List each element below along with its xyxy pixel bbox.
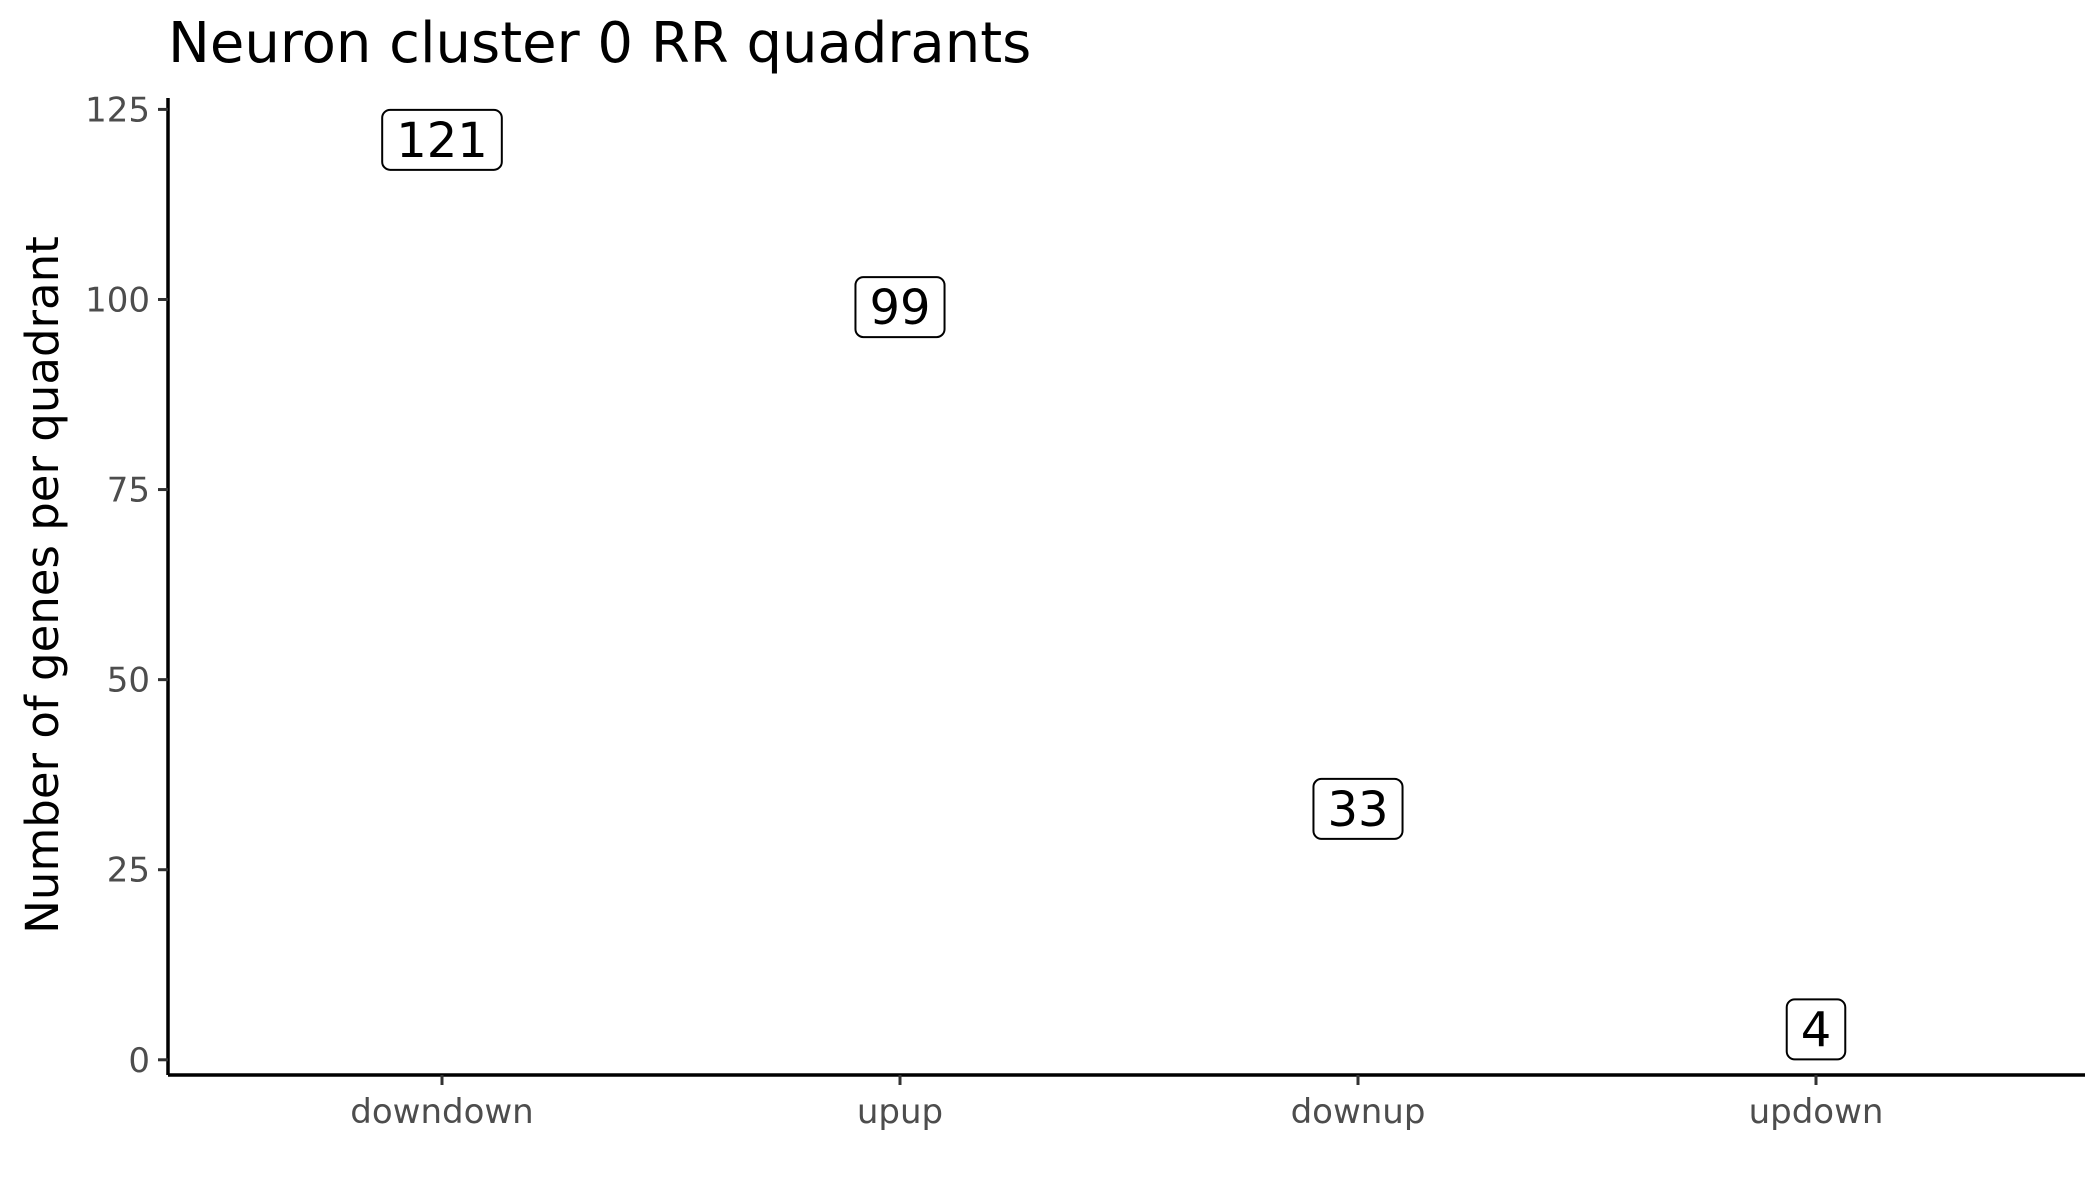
x-tick-label: updown xyxy=(1749,1092,1884,1132)
data-label-box xyxy=(1785,998,1847,1061)
x-tick-label: downup xyxy=(1291,1092,1426,1132)
data-label-box xyxy=(1312,777,1404,840)
y-tick-label: 50 xyxy=(107,661,150,701)
x-tick-label: upup xyxy=(857,1092,943,1132)
y-tick-label: 100 xyxy=(85,280,150,320)
chart-title: Neuron cluster 0 RR quadrants xyxy=(168,11,1031,76)
data-label: 99 xyxy=(869,280,930,336)
y-axis-title: Number of genes per quadrant xyxy=(16,236,69,933)
data-label-box xyxy=(854,276,946,339)
y-tick-label: 75 xyxy=(107,471,150,511)
data-label: 121 xyxy=(396,113,488,169)
data-point: 4 xyxy=(1785,998,1847,1061)
x-tick-label: downdown xyxy=(350,1092,533,1132)
y-tick-label: 125 xyxy=(85,90,150,130)
data-label-box xyxy=(381,108,503,171)
data-point: 121 xyxy=(381,108,503,171)
data-point: 33 xyxy=(1312,777,1404,840)
data-label: 33 xyxy=(1327,782,1388,838)
data-label: 4 xyxy=(1801,1002,1832,1058)
y-tick-label: 25 xyxy=(107,851,150,891)
plot-area: 0 25 50 75 100 125 downdown upup downup updown 121… xyxy=(85,90,2085,1132)
data-point: 99 xyxy=(854,276,946,339)
y-tick-label: 0 xyxy=(128,1041,150,1081)
